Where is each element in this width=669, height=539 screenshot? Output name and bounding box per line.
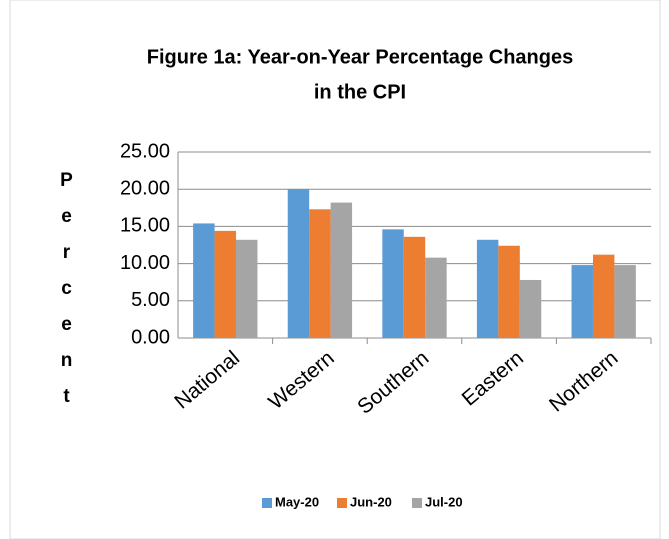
chart-title: Figure 1a: Year-on-Year Percentage Chang… <box>147 46 573 68</box>
bar <box>330 202 353 338</box>
bar <box>214 230 237 338</box>
bar <box>571 265 593 338</box>
chart-title: in the CPI <box>314 81 406 103</box>
bar <box>476 239 499 338</box>
bar <box>382 229 404 338</box>
bar <box>287 189 310 338</box>
y-tick-label: 15.00 <box>120 215 170 237</box>
legend-label: Jun-20 <box>350 494 392 509</box>
legend-label: Jul-20 <box>425 494 463 509</box>
bar <box>592 254 615 338</box>
legend-swatch <box>262 498 272 508</box>
bar <box>614 265 636 338</box>
legend-swatch <box>412 498 422 508</box>
bar <box>519 279 542 338</box>
legend-label: May-20 <box>275 494 319 509</box>
y-tick-label: 0.00 <box>131 326 170 348</box>
bar <box>425 257 447 338</box>
bar <box>498 245 520 338</box>
y-tick-label: 25.00 <box>120 140 170 162</box>
bar <box>403 236 426 338</box>
bar <box>193 223 215 338</box>
bar <box>309 209 331 338</box>
y-tick-label: 20.00 <box>120 177 170 199</box>
y-axis-label: Percent <box>56 170 77 422</box>
y-tick-label: 10.00 <box>120 252 170 274</box>
bar <box>236 239 258 338</box>
y-tick-label: 5.00 <box>131 289 170 311</box>
legend-swatch <box>337 498 347 508</box>
